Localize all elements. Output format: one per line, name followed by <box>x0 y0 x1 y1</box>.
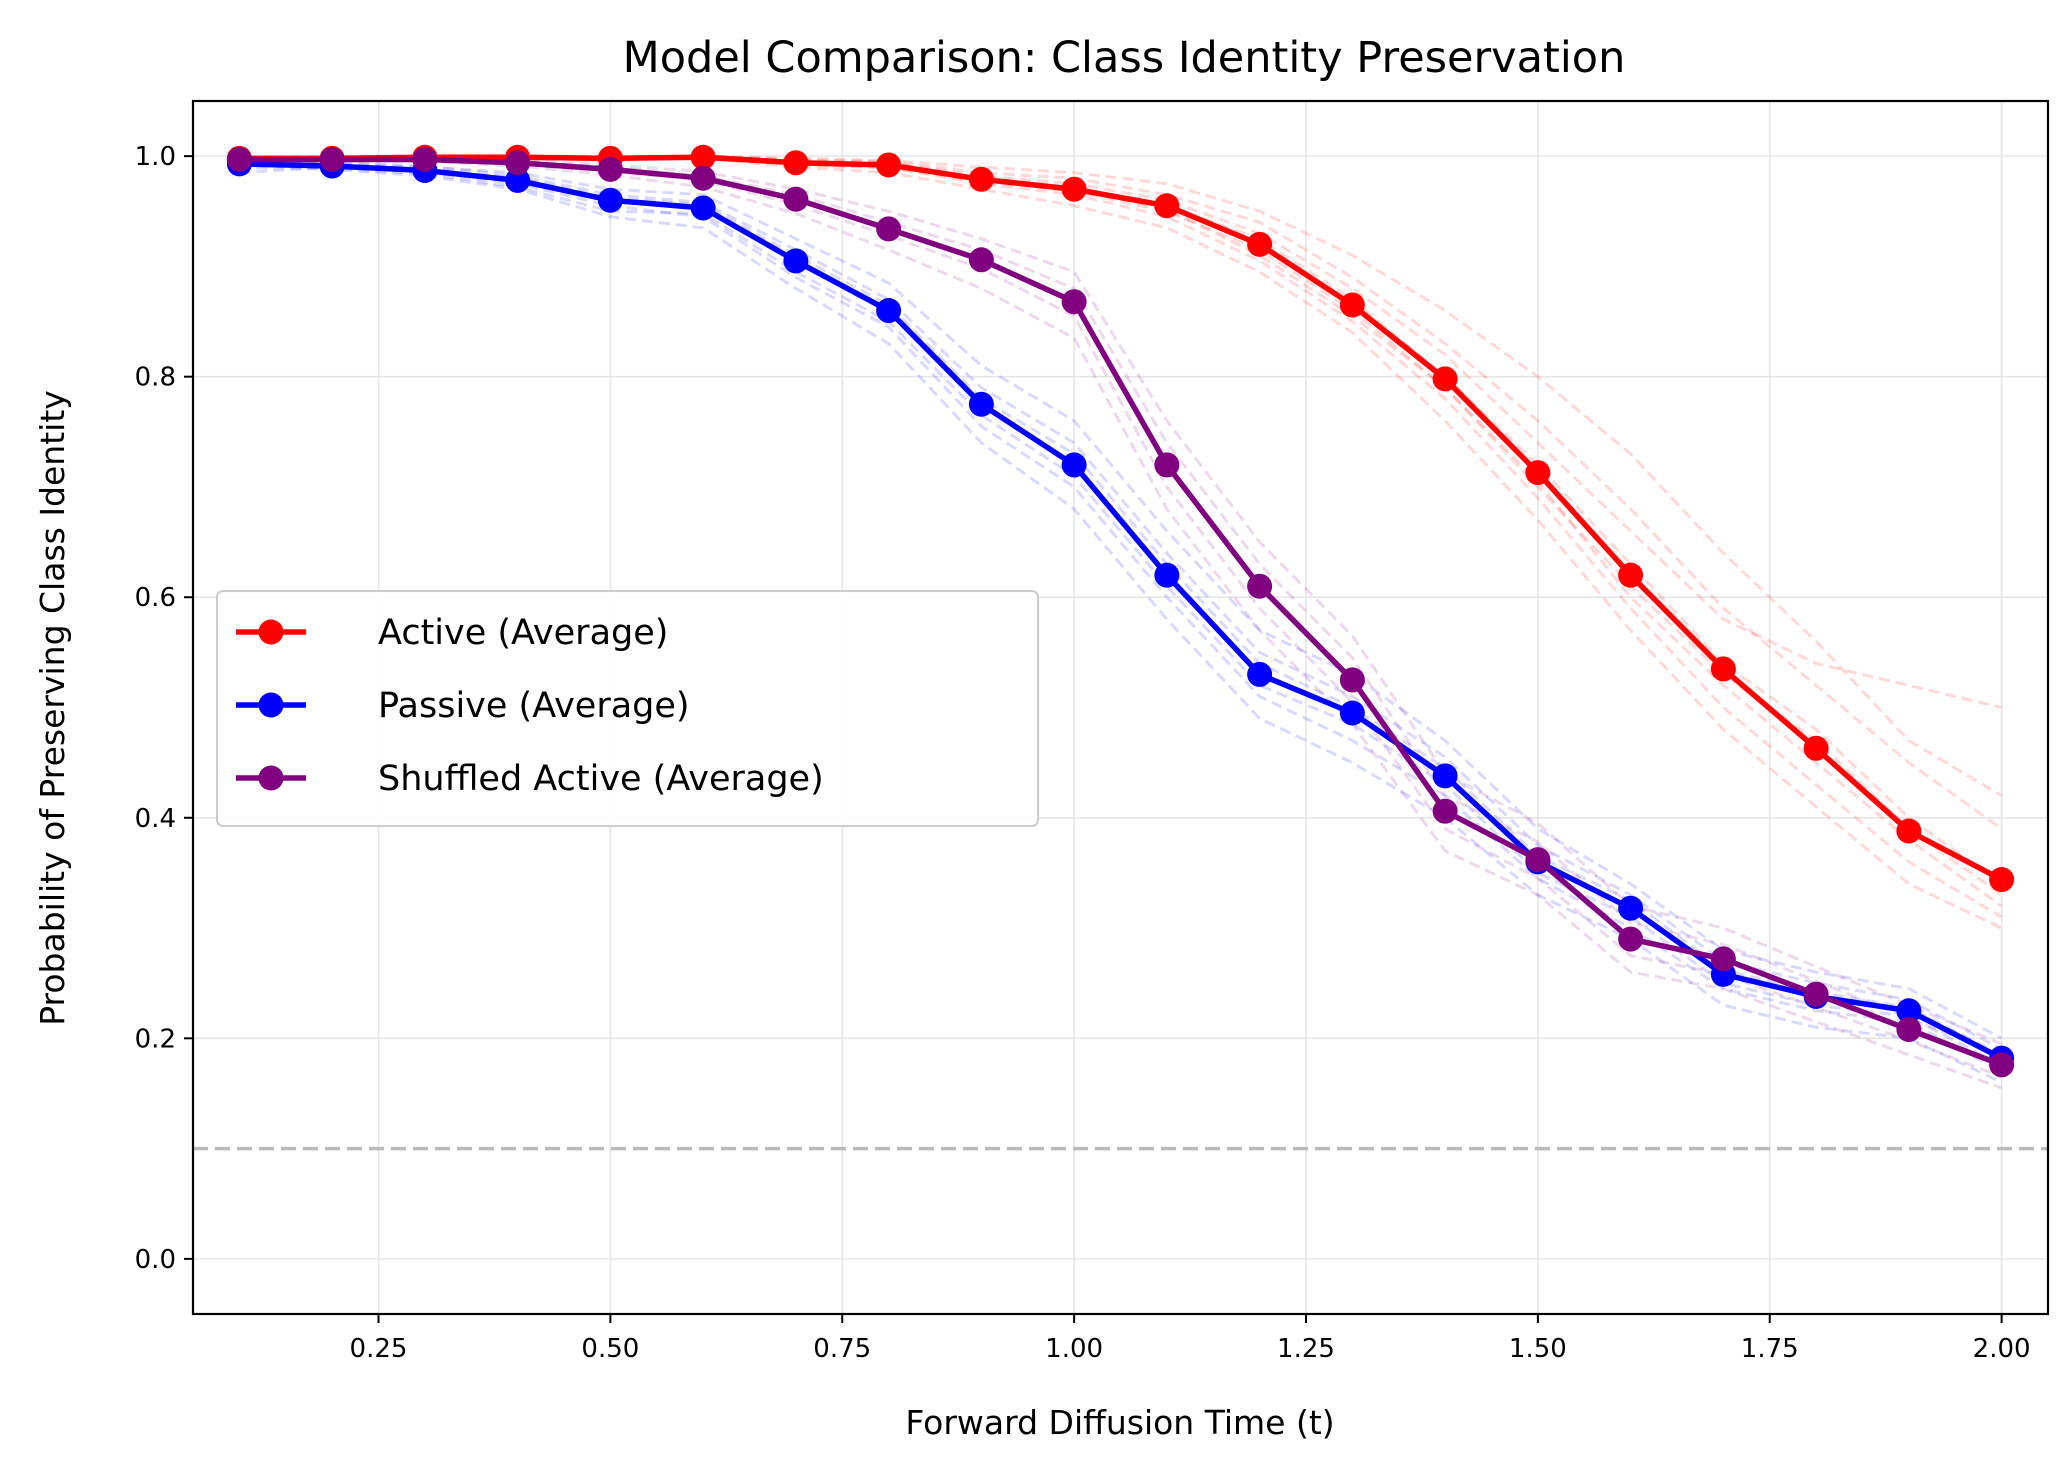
legend-label-1: Passive (Average) <box>378 686 690 726</box>
series-2-point-12 <box>1339 667 1365 693</box>
average-series <box>226 144 2015 1078</box>
y-tick-label: 0.8 <box>135 363 176 393</box>
x-tick-label: 1.00 <box>1045 1334 1103 1364</box>
series-0-point-6 <box>783 150 809 176</box>
y-tick-label: 1.0 <box>135 142 176 172</box>
series-2-point-0 <box>226 146 252 172</box>
series-0-point-12 <box>1339 292 1365 318</box>
series-2-point-8 <box>968 247 994 273</box>
series-1-point-6 <box>783 248 809 274</box>
series-2-point-15 <box>1618 926 1644 952</box>
run-line-shuffled-14 <box>239 159 2003 1090</box>
y-tick-label: 0.0 <box>135 1245 176 1275</box>
series-0-point-11 <box>1247 231 1273 257</box>
series-1-point-10 <box>1154 562 1180 588</box>
run-line-passive-8 <box>239 165 2003 1084</box>
legend-label-0: Active (Average) <box>378 613 668 653</box>
series-2-point-11 <box>1247 573 1273 599</box>
series-0-point-7 <box>876 152 902 178</box>
series-0-point-10 <box>1154 193 1180 219</box>
series-1-point-5 <box>690 195 716 221</box>
series-2-point-17 <box>1803 981 1829 1007</box>
y-tick-label: 0.6 <box>135 583 176 613</box>
series-2-point-18 <box>1896 1016 1922 1042</box>
series-1-point-8 <box>968 391 994 417</box>
series-2-point-2 <box>412 146 438 172</box>
run-line-passive-12 <box>239 163 2003 1068</box>
legend-marker-0 <box>258 619 284 645</box>
legend-box <box>216 590 1039 827</box>
run-line-passive-10 <box>239 165 2003 1073</box>
legend-marker-2 <box>258 765 284 791</box>
series-1-point-7 <box>876 298 902 324</box>
series-1-point-15 <box>1618 895 1644 921</box>
series-2-point-13 <box>1432 798 1458 824</box>
legend: Active (Average) Passive (Average) Shuffle… <box>216 590 1039 827</box>
series-line-2 <box>239 156 2003 1068</box>
series-1-point-12 <box>1339 700 1365 726</box>
series-2-point-4 <box>597 156 623 182</box>
legend-marker-1 <box>258 692 284 718</box>
series-1-point-4 <box>597 187 623 213</box>
x-tick-label: 0.75 <box>813 1334 871 1364</box>
series-2 <box>226 146 2015 1078</box>
series-0-point-19 <box>1989 867 2015 893</box>
series-1-point-3 <box>505 167 531 193</box>
y-tick-label: 0.4 <box>135 804 176 834</box>
y-tick-label: 0.2 <box>135 1024 176 1054</box>
plot-frame <box>191 99 2050 1316</box>
series-2-point-1 <box>319 146 345 172</box>
series-line-0 <box>239 154 2003 882</box>
series-2-point-19 <box>1989 1052 2015 1078</box>
series-2-point-6 <box>783 186 809 212</box>
chart-title: Model Comparison: Class Identity Preserv… <box>623 33 1626 83</box>
series-line-1 <box>239 161 2003 1061</box>
series-2-point-7 <box>876 216 902 242</box>
x-tick-label: 0.25 <box>350 1334 408 1364</box>
series-2-point-16 <box>1710 946 1736 972</box>
series-1-point-13 <box>1432 763 1458 789</box>
axis-ticks: 0.25 0.50 0.75 1.00 1.25 1.50 1.75 2.00 0.0 0.2 0.… <box>135 142 2031 1364</box>
x-tick-label: 1.75 <box>1741 1334 1799 1364</box>
series-2-point-5 <box>690 165 716 191</box>
legend-label-2: Shuffled Active (Average) <box>378 759 824 799</box>
series-2-point-9 <box>1061 289 1087 315</box>
x-tick-label: 0.50 <box>581 1334 639 1364</box>
series-1-point-18 <box>1896 998 1922 1024</box>
series-0-point-8 <box>968 166 994 192</box>
x-tick-label: 2.00 <box>1973 1334 2031 1364</box>
x-tick-label: 1.50 <box>1509 1334 1567 1364</box>
y-axis-label: Probability of Preserving Class Identity <box>33 390 72 1026</box>
series-2-point-3 <box>505 150 531 176</box>
run-line-passive-9 <box>239 160 2003 1040</box>
series-0-point-18 <box>1896 818 1922 844</box>
series-0-point-9 <box>1061 176 1087 202</box>
series-0-point-13 <box>1432 366 1458 392</box>
series-2-point-10 <box>1154 452 1180 478</box>
series-0-point-17 <box>1803 735 1829 761</box>
series-1-point-9 <box>1061 452 1087 478</box>
series-2-point-14 <box>1525 847 1551 873</box>
series-1-point-11 <box>1247 661 1273 687</box>
run-line-passive-11 <box>239 157 2003 1051</box>
series-0-point-16 <box>1710 656 1736 682</box>
x-tick-label: 1.25 <box>1277 1334 1335 1364</box>
series-0-point-5 <box>690 144 716 170</box>
x-axis-label: Forward Diffusion Time (t) <box>905 1403 1334 1442</box>
series-0-point-15 <box>1618 562 1644 588</box>
series-0-point-14 <box>1525 460 1551 486</box>
